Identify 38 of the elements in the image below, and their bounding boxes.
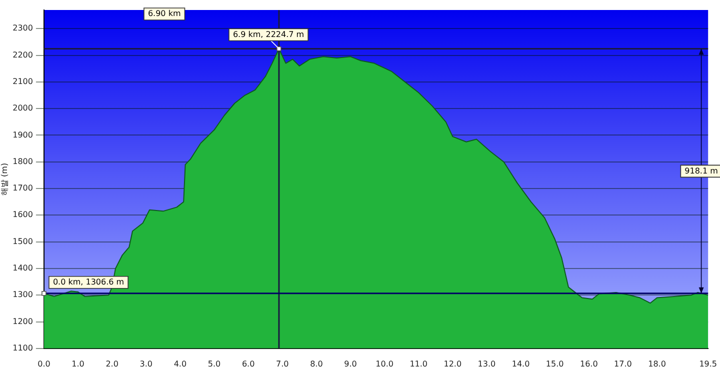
x-tick-label: 16.0: [580, 359, 598, 368]
x-tick-label: 14.0: [512, 359, 530, 368]
y-tick-label: 1900: [12, 130, 33, 140]
annotation: 918.1 m: [684, 166, 718, 176]
x-tick-label: 5.0: [208, 359, 221, 368]
y-tick-label: 1100: [12, 343, 33, 352]
y-axis-title: 해발 (m): [0, 162, 9, 196]
x-tick-label: 13.0: [478, 359, 496, 368]
y-tick-label: 1800: [12, 156, 33, 166]
y-tick-label: 1700: [12, 184, 33, 193]
x-tick-label: 19.5: [699, 359, 717, 368]
x-tick-label: 1.0: [72, 359, 84, 368]
annotation: 6.90 km: [148, 9, 181, 18]
x-tick-label: 8.0: [310, 359, 323, 368]
y-tick-label: 1400: [12, 264, 33, 273]
y-tick-label: 2200: [12, 50, 33, 60]
x-tick-label: 3.0: [140, 359, 152, 368]
annotation: 0.0 km, 1306.6 m: [52, 277, 124, 286]
y-tick-label: 1300: [12, 290, 33, 300]
x-tick-label: 10.0: [376, 359, 394, 368]
x-tick-label: 9.0: [344, 359, 357, 368]
y-tick-label: 2300: [12, 24, 33, 33]
y-tick-label: 2000: [12, 104, 33, 113]
x-tick-label: 0.0: [38, 359, 50, 368]
x-tick-label: 11.0: [410, 359, 428, 368]
x-tick-label: 4.0: [174, 359, 187, 368]
x-tick-label: 18.0: [648, 359, 666, 368]
x-tick-label: 6.0: [242, 359, 255, 368]
x-tick-label: 15.0: [546, 359, 564, 368]
y-tick-label: 1200: [12, 316, 33, 326]
x-tick-label: 7.0: [276, 359, 289, 368]
y-tick-label: 2100: [12, 77, 33, 86]
annotation: 6.9 km, 2224.7 m: [232, 30, 304, 39]
y-tick-label: 1500: [12, 236, 33, 246]
x-tick-label: 12.0: [444, 359, 462, 368]
x-tick-label: 2.0: [106, 359, 118, 368]
y-tick-label: 1600: [12, 210, 33, 220]
x-tick-label: 17.0: [614, 359, 632, 368]
